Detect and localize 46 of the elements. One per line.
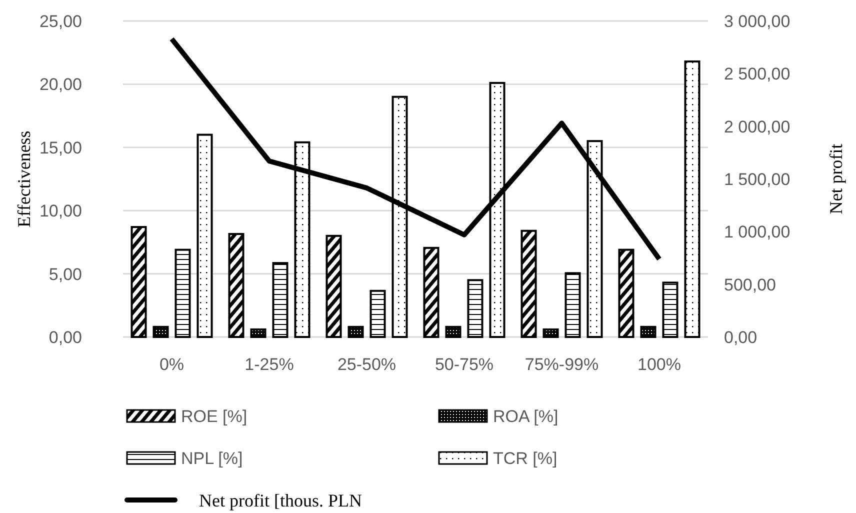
bar [684, 60, 700, 338]
bar [542, 328, 559, 338]
y2-axis-title: Net profit [826, 144, 846, 214]
bar [272, 262, 288, 338]
legend-label: NPL [%] [181, 448, 243, 468]
y2-tick-label: 1 000,00 [724, 222, 790, 242]
y2-tick-label: 3 000,00 [724, 12, 790, 31]
y-tick-label: 10,00 [39, 202, 82, 221]
bar [618, 248, 634, 338]
x-tick-label: 75%-99% [524, 355, 599, 374]
x-tick-label: 50-75% [434, 355, 494, 374]
bar [662, 282, 678, 338]
bar [130, 226, 147, 338]
y-tick-label: 5,00 [48, 264, 82, 284]
bar [228, 232, 244, 338]
x-tick-label: 25-50% [337, 355, 396, 374]
bar [250, 328, 266, 338]
y-tick-label: 25,00 [39, 12, 82, 31]
y2-tick-label: 2 000,00 [724, 117, 790, 136]
y2-tick-label: 1 500,00 [724, 170, 790, 189]
x-tick-label: 1-25% [244, 355, 294, 374]
legend-label: ROA [%] [493, 406, 558, 426]
bar [423, 246, 440, 338]
legend-label: ROE [%] [181, 406, 248, 426]
y2-tick-label: 0,00 [724, 328, 758, 347]
bar [348, 326, 364, 338]
y-tick-label: 20,00 [39, 75, 82, 94]
bar [445, 326, 462, 338]
y-tick-label: 0,00 [48, 328, 82, 347]
bar [520, 230, 537, 338]
legend-label: TCR [%] [493, 448, 558, 468]
y2-tick-label: 2 500,00 [724, 64, 790, 84]
bar [152, 326, 169, 338]
y-axis-title: Effectiveness [14, 130, 34, 228]
bar [640, 326, 656, 338]
bar [196, 134, 213, 338]
bar [564, 272, 581, 338]
bar [370, 290, 386, 338]
legend-label: Net profit [thous. PLN [199, 490, 362, 510]
y2-tick-label: 500,00 [724, 275, 776, 294]
bar [326, 234, 342, 338]
y-tick-label: 15,00 [39, 138, 82, 158]
bar [174, 248, 191, 338]
bar [467, 279, 484, 338]
x-tick-label: 0% [159, 355, 184, 374]
x-tick-label: 100% [638, 355, 681, 374]
